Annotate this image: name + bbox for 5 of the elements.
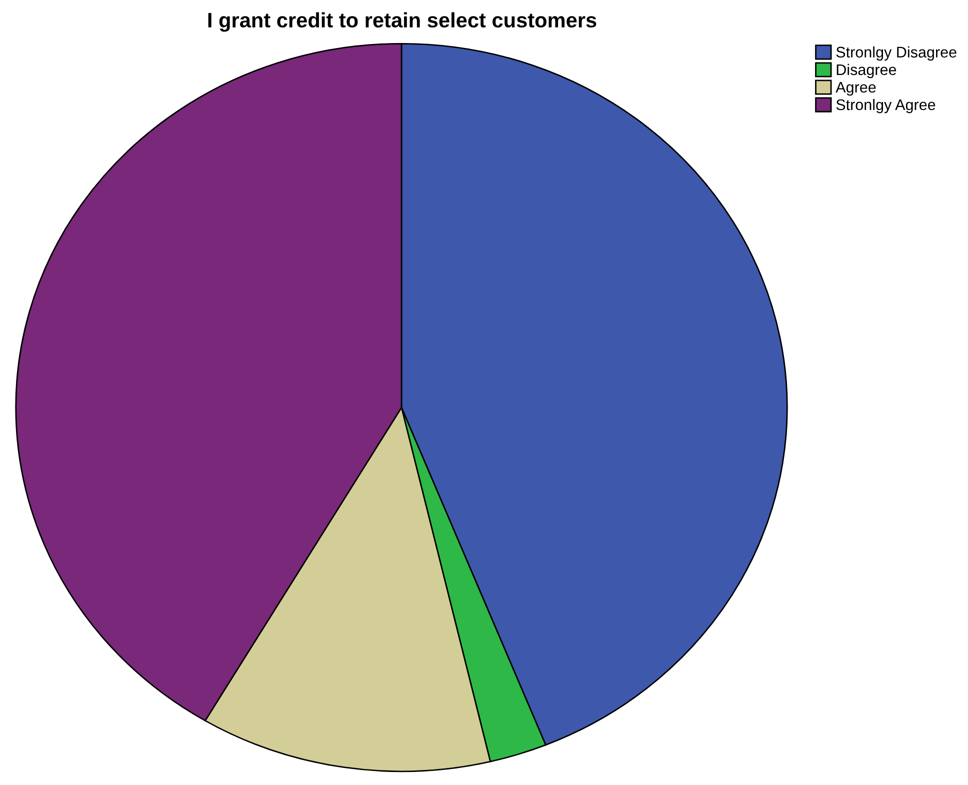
chart-title: I grant credit to retain select customers	[208, 12, 596, 32]
legend-label: Disagree	[836, 64, 896, 78]
legend-label: Stronlgy Agree	[836, 98, 936, 114]
legend-label: Agree	[836, 82, 876, 96]
legend-label: Stronlgy Disagree	[836, 46, 956, 61]
